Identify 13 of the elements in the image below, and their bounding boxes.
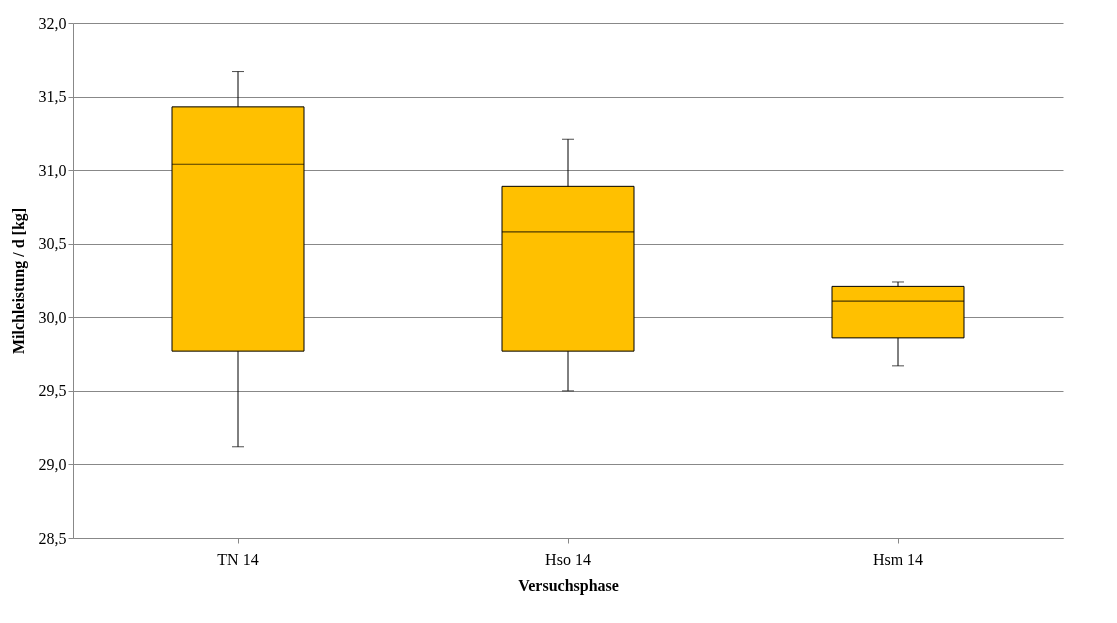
y-tick-label: 31,5	[38, 88, 67, 106]
y-tick-label: 29,0	[38, 455, 67, 473]
y-tick-label: 30,5	[38, 235, 67, 253]
y-tick-label: 31,0	[38, 161, 67, 179]
x-tick-label: TN 14	[217, 550, 259, 568]
y-axis-title: Milchleistung / d [kg]	[9, 207, 28, 355]
y-tick-label: 30,0	[38, 308, 67, 326]
x-tick-label: Hso 14	[545, 550, 591, 568]
x-tick-label: Hsm 14	[872, 550, 924, 568]
x-axis-title: Versuchsphase	[518, 576, 619, 595]
y-tick-label: 28,5	[38, 529, 67, 547]
y-tick-label: 29,5	[38, 382, 67, 400]
y-tick-label: 32,0	[38, 14, 67, 32]
